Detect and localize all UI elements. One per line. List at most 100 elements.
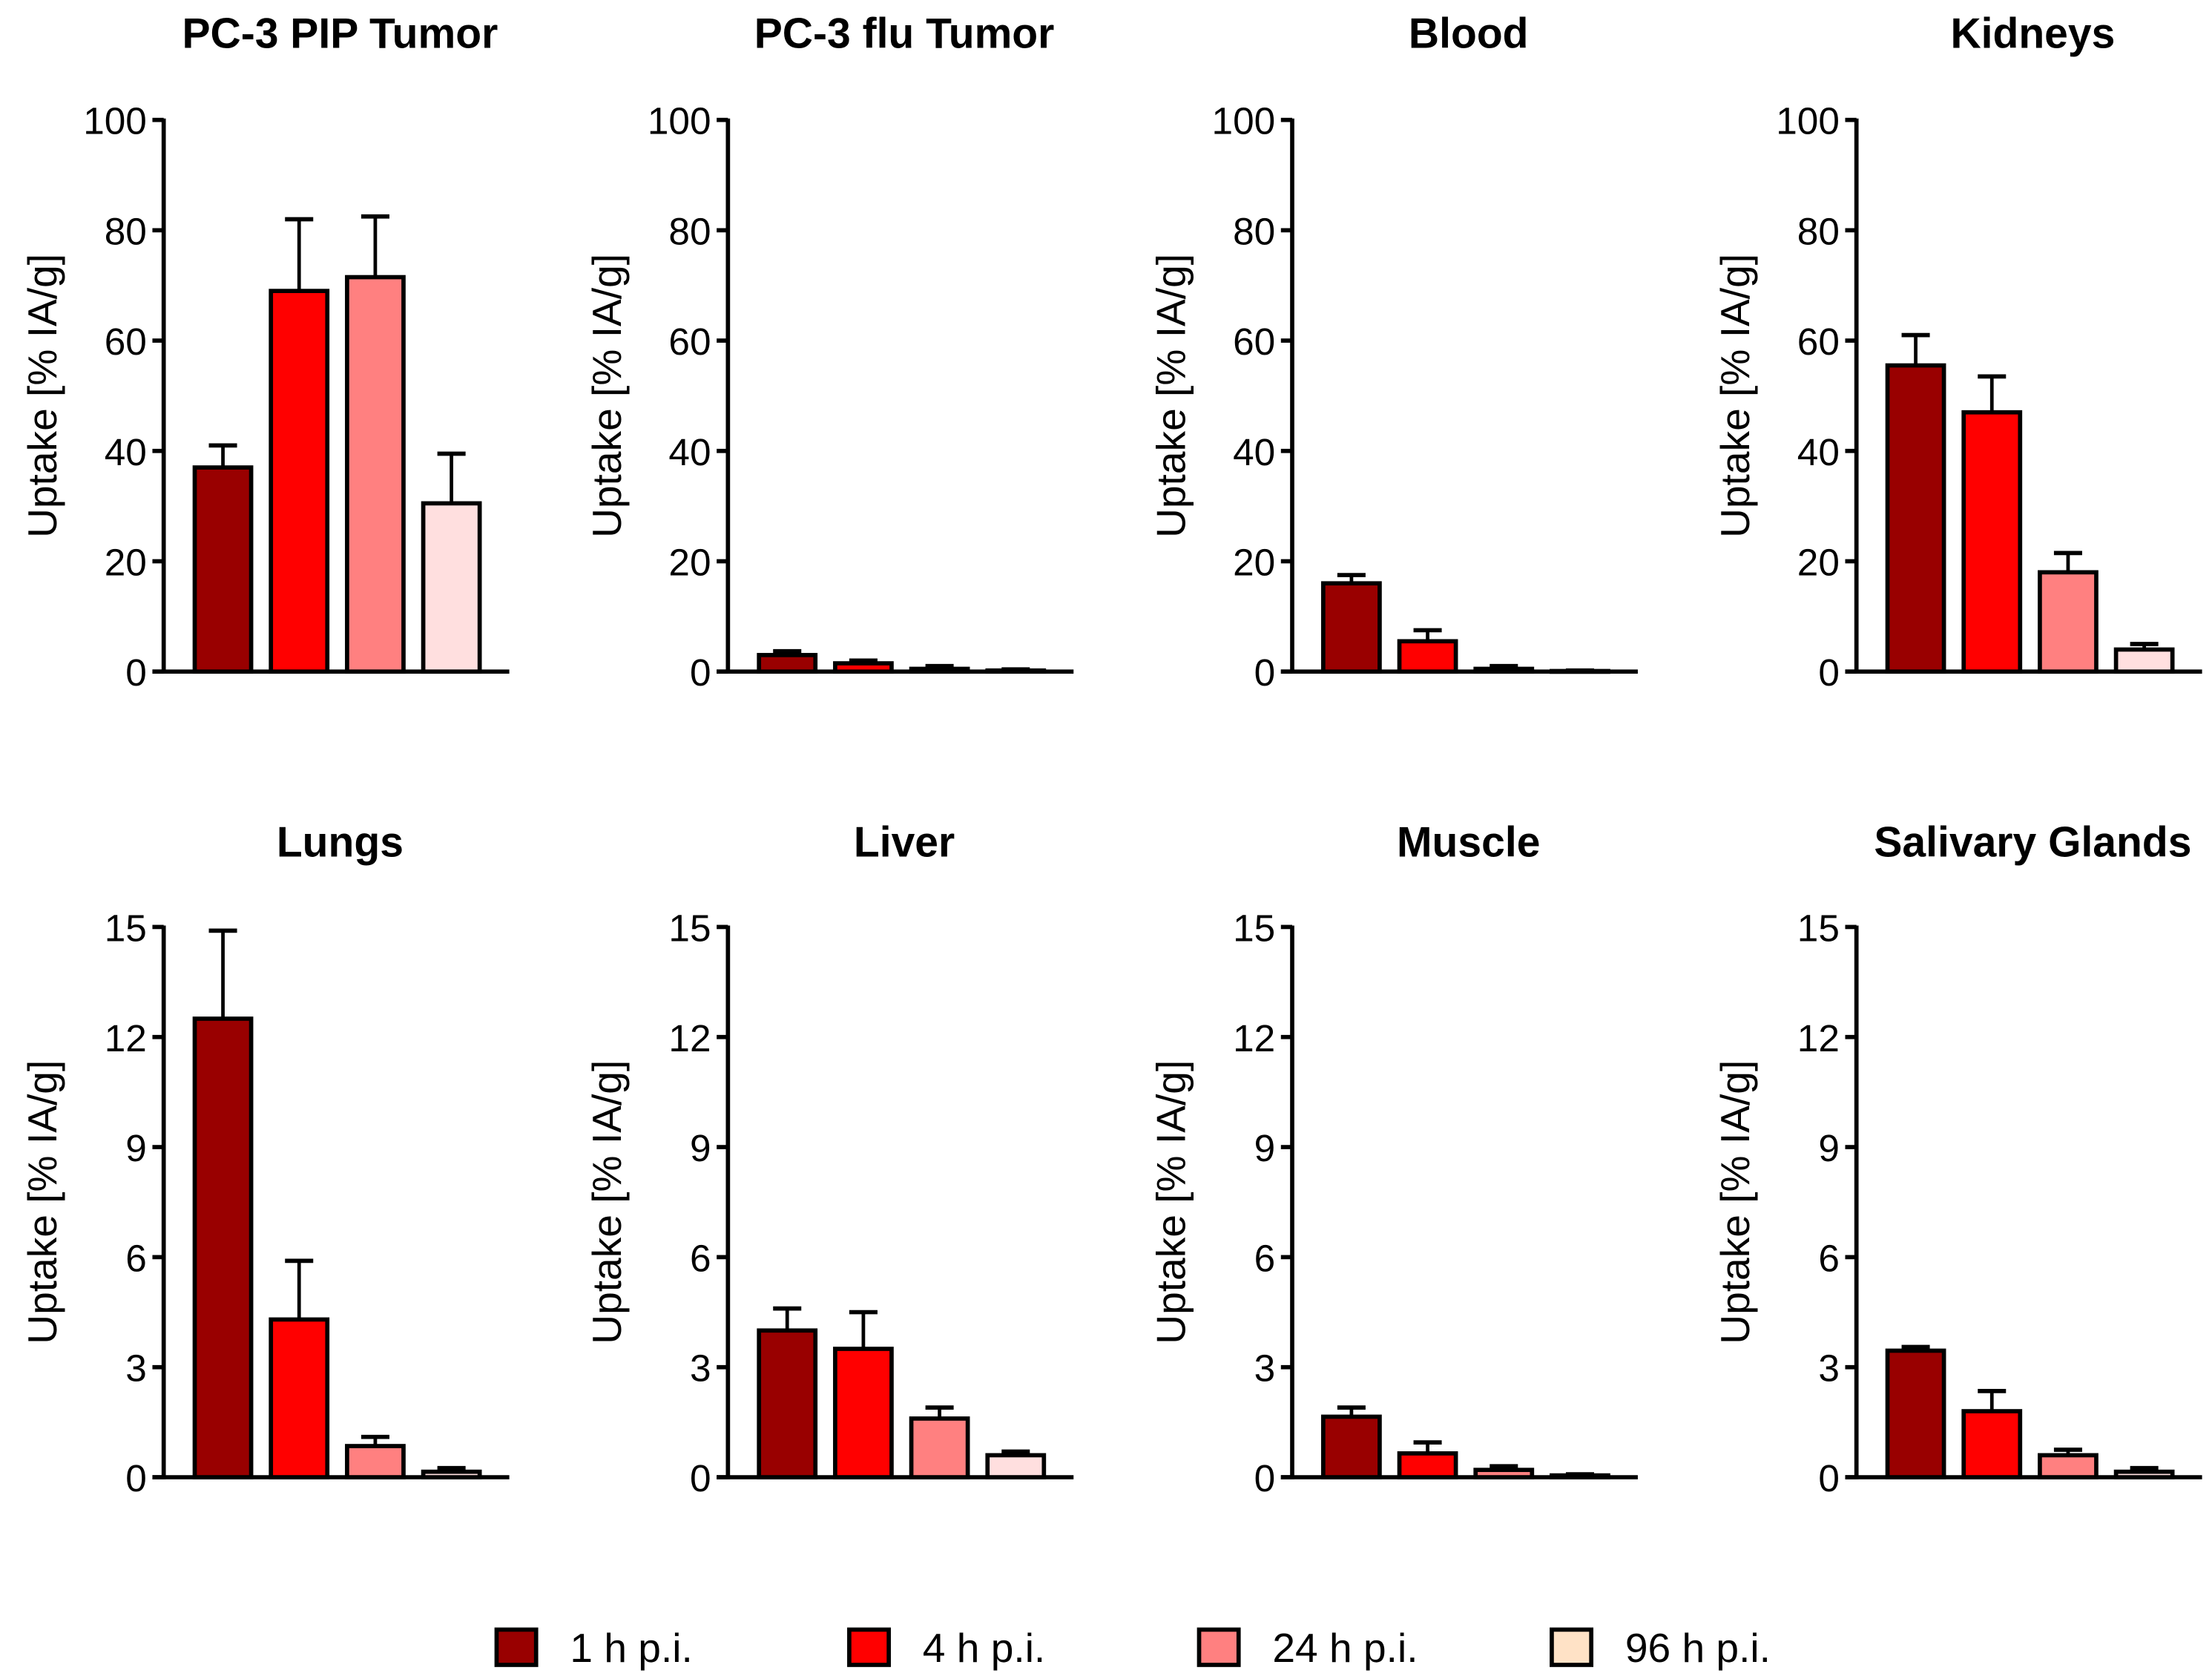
- y-tick-label: 40: [1797, 431, 1840, 473]
- y-tick-label: 0: [690, 1457, 711, 1499]
- bar: [1397, 639, 1458, 674]
- bar: [1885, 363, 1946, 674]
- legend-label: 96 h p.i.: [1625, 1625, 1771, 1671]
- chart-panel: Liver Uptake [% IA/g] 0 3 6 9 12 15: [584, 818, 1074, 1499]
- bar: [909, 666, 970, 674]
- y-axis-label: Uptake [% IA/g]: [1148, 1060, 1194, 1344]
- y-tick-label: 0: [1818, 1457, 1840, 1499]
- y-tick-label: 80: [668, 210, 711, 252]
- y-tick-label: 9: [690, 1127, 711, 1169]
- y-tick-label: 0: [1254, 651, 1276, 694]
- bar: [1397, 1451, 1458, 1479]
- y-tick-label: 40: [105, 431, 147, 473]
- y-axis-label: Uptake [% IA/g]: [1712, 254, 1758, 538]
- y-tick-label: 80: [1233, 210, 1275, 252]
- bar: [2113, 647, 2175, 674]
- y-tick-label: 15: [1233, 907, 1275, 949]
- chart-panel: Salivary Glands Uptake [% IA/g] 0 3 6 9 12 15: [1712, 818, 2202, 1499]
- y-tick-label: 15: [105, 907, 147, 949]
- bar: [421, 501, 482, 674]
- chart-panel: Kidneys Uptake [% IA/g] 0 20 40 60 80 100: [1712, 10, 2202, 694]
- bar: [1550, 1473, 1610, 1479]
- bar: [757, 1328, 818, 1479]
- y-tick-label: 3: [1254, 1347, 1276, 1390]
- y-tick-label: 0: [690, 651, 711, 694]
- y-tick-label: 100: [648, 100, 711, 142]
- y-tick-label: 20: [1233, 542, 1275, 584]
- bar: [757, 653, 818, 674]
- legend-swatch: [847, 1627, 891, 1667]
- legend-item: 96 h p.i.: [1550, 1625, 1771, 1671]
- y-tick-label: 80: [1797, 210, 1840, 252]
- chart-panel: PC-3 flu Tumor Uptake [% IA/g] 0 20 40 60 80 10…: [584, 10, 1074, 694]
- bar: [985, 1453, 1047, 1479]
- legend-swatch: [1196, 1627, 1241, 1667]
- chart-panel: Lungs Uptake [% IA/g] 0 3 6 9 12 15: [19, 818, 510, 1499]
- y-axis-label: Uptake [% IA/g]: [1712, 1060, 1758, 1344]
- bar: [1473, 1468, 1535, 1479]
- legend-label: 1 h p.i.: [570, 1625, 692, 1671]
- bar: [192, 465, 254, 674]
- y-tick-label: 9: [1254, 1127, 1276, 1169]
- y-tick-label: 60: [1797, 321, 1840, 363]
- legend-item: 4 h p.i.: [847, 1625, 1045, 1671]
- bar: [1321, 581, 1382, 674]
- y-tick-label: 3: [125, 1347, 147, 1390]
- chart-title: Muscle: [1397, 818, 1540, 866]
- y-tick-label: 20: [1797, 542, 1840, 584]
- bar: [833, 1347, 894, 1479]
- y-tick-label: 20: [668, 542, 711, 584]
- chart-title: PC-3 PIP Tumor: [182, 10, 498, 58]
- y-tick-label: 60: [1233, 321, 1275, 363]
- y-tick-label: 9: [1818, 1127, 1840, 1169]
- legend-item: 1 h p.i.: [494, 1625, 693, 1671]
- bar: [269, 1317, 330, 1479]
- y-tick-label: 12: [1233, 1017, 1275, 1059]
- y-tick-label: 20: [105, 542, 147, 584]
- bar: [269, 289, 330, 674]
- chart-title: Liver: [854, 818, 955, 866]
- y-axis-label: Uptake [% IA/g]: [1148, 254, 1194, 538]
- bar: [1321, 1414, 1382, 1479]
- y-axis-label: Uptake [% IA/g]: [584, 254, 630, 538]
- y-tick-label: 6: [125, 1237, 147, 1279]
- y-tick-label: 15: [1797, 907, 1840, 949]
- legend-swatch: [494, 1627, 539, 1667]
- y-tick-label: 0: [1818, 651, 1840, 694]
- chart-panel: Muscle Uptake [% IA/g] 0 3 6 9 12 15: [1148, 818, 1638, 1499]
- y-tick-label: 0: [1254, 1457, 1276, 1499]
- chart-title: Lungs: [277, 818, 404, 866]
- bar: [421, 1469, 482, 1479]
- chart-title: Kidneys: [1950, 10, 2115, 58]
- chart-panel: PC-3 PIP Tumor Uptake [% IA/g] 0 20 40 60 80 10…: [19, 10, 510, 694]
- y-tick-label: 40: [668, 431, 711, 473]
- y-tick-label: 60: [668, 321, 711, 363]
- bar: [2038, 570, 2099, 674]
- y-tick-label: 12: [105, 1017, 147, 1059]
- y-tick-label: 6: [690, 1237, 711, 1279]
- legend-item: 24 h p.i.: [1196, 1625, 1418, 1671]
- bar: [909, 1416, 970, 1479]
- y-tick-label: 60: [105, 321, 147, 363]
- y-tick-label: 12: [1797, 1017, 1840, 1059]
- bar: [1473, 666, 1535, 674]
- bar: [1961, 410, 2023, 674]
- y-tick-label: 0: [125, 651, 147, 694]
- y-tick-label: 0: [125, 1457, 147, 1499]
- y-axis-label: Uptake [% IA/g]: [19, 254, 65, 538]
- bar: [1885, 1348, 1946, 1479]
- chart-title: PC-3 flu Tumor: [754, 10, 1055, 58]
- bar: [345, 1444, 406, 1479]
- bar: [192, 1016, 254, 1479]
- y-tick-label: 15: [668, 907, 711, 949]
- bar: [2038, 1453, 2099, 1479]
- chart-panel: Blood Uptake [% IA/g] 0 20 40 60 80 100: [1148, 10, 1638, 694]
- legend-swatch: [1550, 1627, 1594, 1667]
- bar: [345, 275, 406, 674]
- y-tick-label: 100: [1212, 100, 1276, 142]
- chart-title: Blood: [1409, 10, 1529, 58]
- y-tick-label: 100: [1776, 100, 1840, 142]
- y-tick-label: 9: [125, 1127, 147, 1169]
